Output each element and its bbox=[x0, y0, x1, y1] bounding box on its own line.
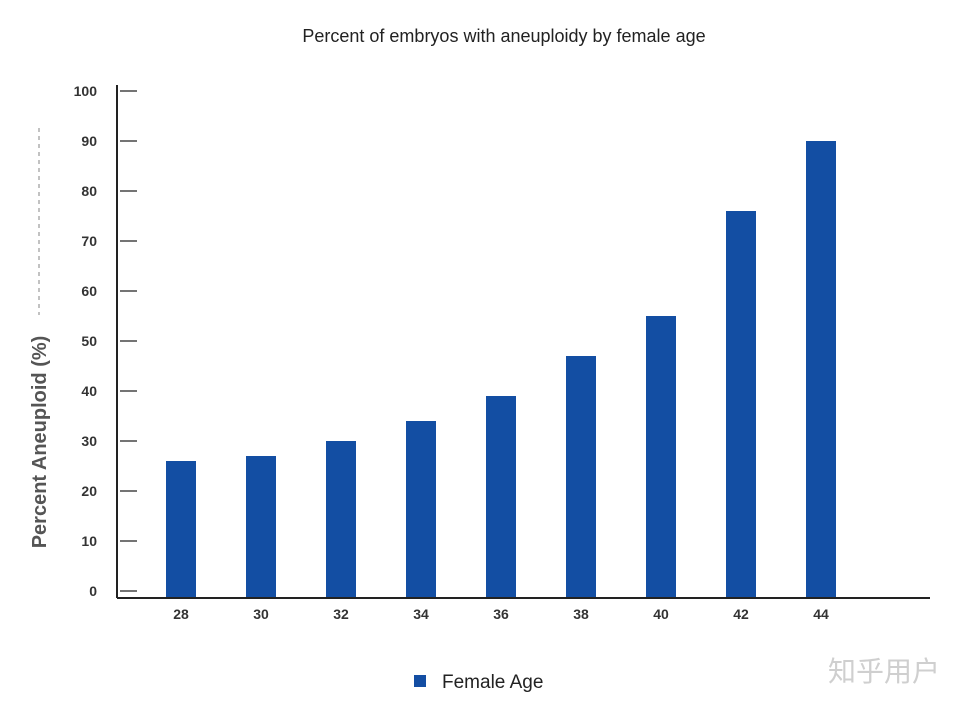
y-tick-label: 50 bbox=[81, 333, 97, 349]
y-tick-label: 90 bbox=[81, 133, 97, 149]
y-tick-label: 70 bbox=[81, 233, 97, 249]
bar-age-30 bbox=[246, 456, 276, 598]
y-tick-label: 80 bbox=[81, 183, 97, 199]
y-tick-label: 10 bbox=[81, 533, 97, 549]
x-tick-label: 44 bbox=[813, 606, 829, 622]
legend-label: Female Age bbox=[442, 672, 543, 693]
bar-age-40 bbox=[646, 316, 676, 598]
bar-age-28 bbox=[166, 461, 196, 598]
bars bbox=[166, 141, 836, 598]
x-axis-ticks: 28 30 32 34 36 38 40 42 44 bbox=[173, 606, 829, 622]
y-tick-label: 100 bbox=[74, 83, 98, 99]
bar-age-32 bbox=[326, 441, 356, 598]
y-tick-label: 60 bbox=[81, 283, 97, 299]
x-tick-label: 34 bbox=[413, 606, 429, 622]
legend-swatch bbox=[414, 675, 426, 687]
x-tick-label: 42 bbox=[733, 606, 749, 622]
y-tick-label: 0 bbox=[89, 583, 97, 599]
y-tick-label: 30 bbox=[81, 433, 97, 449]
x-tick-label: 32 bbox=[333, 606, 349, 622]
bar-age-36 bbox=[486, 396, 516, 598]
x-tick-label: 28 bbox=[173, 606, 189, 622]
bar-age-42 bbox=[726, 211, 756, 598]
bar-age-44 bbox=[806, 141, 836, 598]
y-tick-label: 40 bbox=[81, 383, 97, 399]
x-tick-label: 38 bbox=[573, 606, 589, 622]
y-axis-ticks: 0 10 20 30 40 50 60 70 80 90 100 bbox=[74, 83, 137, 599]
chart-title: Percent of embryos with aneuploidy by fe… bbox=[302, 26, 705, 46]
x-tick-label: 40 bbox=[653, 606, 669, 622]
y-axis-label-group: Percent Aneuploid (%) bbox=[29, 128, 51, 548]
bar-age-34 bbox=[406, 421, 436, 598]
legend: Female Age bbox=[414, 672, 543, 693]
x-tick-label: 36 bbox=[493, 606, 509, 622]
bar-age-38 bbox=[566, 356, 596, 598]
x-tick-label: 30 bbox=[253, 606, 269, 622]
watermark: 知乎用户 bbox=[828, 655, 940, 688]
y-tick-label: 20 bbox=[81, 483, 97, 499]
y-axis-label: Percent Aneuploid (%) bbox=[29, 336, 51, 549]
